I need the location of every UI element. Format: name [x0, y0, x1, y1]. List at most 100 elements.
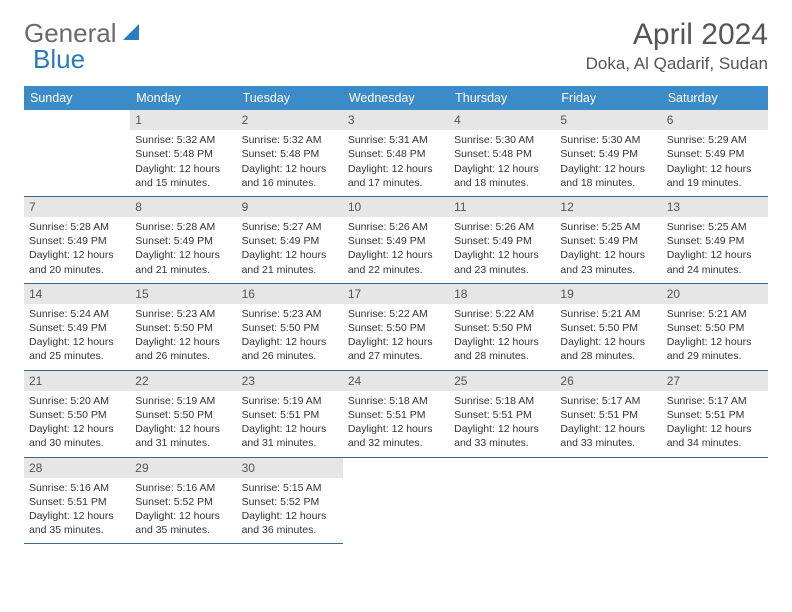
sunset-line: Sunset: 5:50 PM	[454, 321, 550, 335]
calendar-cell: 23Sunrise: 5:19 AMSunset: 5:51 PMDayligh…	[237, 370, 343, 457]
calendar-cell: 12Sunrise: 5:25 AMSunset: 5:49 PMDayligh…	[555, 196, 661, 283]
daylight-line: Daylight: 12 hours and 30 minutes.	[29, 422, 125, 450]
sunrise-line: Sunrise: 5:27 AM	[242, 220, 338, 234]
sunrise-line: Sunrise: 5:32 AM	[242, 133, 338, 147]
calendar-cell: 14Sunrise: 5:24 AMSunset: 5:49 PMDayligh…	[24, 283, 130, 370]
daylight-line: Daylight: 12 hours and 23 minutes.	[560, 248, 656, 276]
calendar-cell: 28Sunrise: 5:16 AMSunset: 5:51 PMDayligh…	[24, 457, 130, 544]
calendar-cell: 8Sunrise: 5:28 AMSunset: 5:49 PMDaylight…	[130, 196, 236, 283]
sunrise-line: Sunrise: 5:17 AM	[560, 394, 656, 408]
sunset-line: Sunset: 5:50 PM	[29, 408, 125, 422]
sunrise-line: Sunrise: 5:23 AM	[242, 307, 338, 321]
day-number: 26	[555, 371, 661, 391]
daylight-line: Daylight: 12 hours and 28 minutes.	[454, 335, 550, 363]
day-number: 19	[555, 284, 661, 304]
location: Doka, Al Qadarif, Sudan	[586, 54, 768, 74]
sunset-line: Sunset: 5:51 PM	[29, 495, 125, 509]
day-number: 20	[662, 284, 768, 304]
day-number: 4	[449, 110, 555, 130]
weekday-header: Tuesday	[237, 86, 343, 110]
daylight-line: Daylight: 12 hours and 23 minutes.	[454, 248, 550, 276]
calendar-cell: 20Sunrise: 5:21 AMSunset: 5:50 PMDayligh…	[662, 283, 768, 370]
daylight-line: Daylight: 12 hours and 15 minutes.	[135, 162, 231, 190]
daylight-line: Daylight: 12 hours and 19 minutes.	[667, 162, 763, 190]
calendar-cell: 27Sunrise: 5:17 AMSunset: 5:51 PMDayligh…	[662, 370, 768, 457]
daylight-line: Daylight: 12 hours and 24 minutes.	[667, 248, 763, 276]
sunrise-line: Sunrise: 5:16 AM	[135, 481, 231, 495]
day-number: 10	[343, 197, 449, 217]
day-number: 3	[343, 110, 449, 130]
calendar-body: .1Sunrise: 5:32 AMSunset: 5:48 PMDayligh…	[24, 110, 768, 544]
calendar-cell: 1Sunrise: 5:32 AMSunset: 5:48 PMDaylight…	[130, 110, 236, 196]
calendar-cell: .	[343, 457, 449, 544]
day-number: 5	[555, 110, 661, 130]
sunset-line: Sunset: 5:48 PM	[242, 147, 338, 161]
daylight-line: Daylight: 12 hours and 29 minutes.	[667, 335, 763, 363]
sunrise-line: Sunrise: 5:31 AM	[348, 133, 444, 147]
calendar-cell: 7Sunrise: 5:28 AMSunset: 5:49 PMDaylight…	[24, 196, 130, 283]
calendar-cell: 29Sunrise: 5:16 AMSunset: 5:52 PMDayligh…	[130, 457, 236, 544]
title-block: April 2024 Doka, Al Qadarif, Sudan	[586, 18, 768, 74]
sunset-line: Sunset: 5:52 PM	[135, 495, 231, 509]
daylight-line: Daylight: 12 hours and 36 minutes.	[242, 509, 338, 537]
weekday-header-row: SundayMondayTuesdayWednesdayThursdayFrid…	[24, 86, 768, 110]
sunrise-line: Sunrise: 5:20 AM	[29, 394, 125, 408]
sunset-line: Sunset: 5:49 PM	[29, 321, 125, 335]
sunset-line: Sunset: 5:48 PM	[454, 147, 550, 161]
daylight-line: Daylight: 12 hours and 22 minutes.	[348, 248, 444, 276]
calendar-cell: 22Sunrise: 5:19 AMSunset: 5:50 PMDayligh…	[130, 370, 236, 457]
daylight-line: Daylight: 12 hours and 17 minutes.	[348, 162, 444, 190]
sunrise-line: Sunrise: 5:25 AM	[667, 220, 763, 234]
sunset-line: Sunset: 5:48 PM	[348, 147, 444, 161]
sail-icon	[121, 18, 143, 49]
sunset-line: Sunset: 5:50 PM	[348, 321, 444, 335]
calendar-cell: 18Sunrise: 5:22 AMSunset: 5:50 PMDayligh…	[449, 283, 555, 370]
day-number: 2	[237, 110, 343, 130]
sunrise-line: Sunrise: 5:22 AM	[454, 307, 550, 321]
sunset-line: Sunset: 5:48 PM	[135, 147, 231, 161]
calendar-cell: 3 Sunrise: 5:31 AMSunset: 5:48 PMDaylight…	[343, 110, 449, 196]
day-number: 6	[662, 110, 768, 130]
day-number: 25	[449, 371, 555, 391]
daylight-line: Daylight: 12 hours and 35 minutes.	[29, 509, 125, 537]
sunset-line: Sunset: 5:49 PM	[348, 234, 444, 248]
calendar-cell: 5Sunrise: 5:30 AMSunset: 5:49 PMDaylight…	[555, 110, 661, 196]
calendar-cell: .	[449, 457, 555, 544]
calendar-cell: .	[24, 110, 130, 196]
calendar-row: .1Sunrise: 5:32 AMSunset: 5:48 PMDayligh…	[24, 110, 768, 196]
sunrise-line: Sunrise: 5:28 AM	[135, 220, 231, 234]
sunrise-line: Sunrise: 5:32 AM	[135, 133, 231, 147]
calendar-cell: .	[662, 457, 768, 544]
sunset-line: Sunset: 5:51 PM	[454, 408, 550, 422]
calendar-cell: 15Sunrise: 5:23 AMSunset: 5:50 PMDayligh…	[130, 283, 236, 370]
day-number: 13	[662, 197, 768, 217]
sunrise-line: Sunrise: 5:18 AM	[454, 394, 550, 408]
sunset-line: Sunset: 5:50 PM	[667, 321, 763, 335]
sunrise-line: Sunrise: 5:16 AM	[29, 481, 125, 495]
calendar-cell: 10Sunrise: 5:26 AMSunset: 5:49 PMDayligh…	[343, 196, 449, 283]
sunset-line: Sunset: 5:50 PM	[242, 321, 338, 335]
daylight-line: Daylight: 12 hours and 31 minutes.	[135, 422, 231, 450]
sunrise-line: Sunrise: 5:21 AM	[560, 307, 656, 321]
day-number: 16	[237, 284, 343, 304]
sunrise-line: Sunrise: 5:25 AM	[560, 220, 656, 234]
calendar-cell: 30Sunrise: 5:15 AMSunset: 5:52 PMDayligh…	[237, 457, 343, 544]
calendar-cell: 6Sunrise: 5:29 AMSunset: 5:49 PMDaylight…	[662, 110, 768, 196]
daylight-line: Daylight: 12 hours and 18 minutes.	[454, 162, 550, 190]
sunset-line: Sunset: 5:50 PM	[135, 408, 231, 422]
weekday-header: Friday	[555, 86, 661, 110]
calendar-cell: 9Sunrise: 5:27 AMSunset: 5:49 PMDaylight…	[237, 196, 343, 283]
sunset-line: Sunset: 5:51 PM	[667, 408, 763, 422]
sunrise-line: Sunrise: 5:28 AM	[29, 220, 125, 234]
sunrise-line: Sunrise: 5:30 AM	[560, 133, 656, 147]
daylight-line: Daylight: 12 hours and 26 minutes.	[242, 335, 338, 363]
calendar-cell: 16 Sunrise: 5:23 AMSunset: 5:50 PMDayligh…	[237, 283, 343, 370]
logo-text-blue: Blue	[33, 44, 85, 75]
day-number: 30	[237, 458, 343, 478]
sunrise-line: Sunrise: 5:19 AM	[242, 394, 338, 408]
sunrise-line: Sunrise: 5:17 AM	[667, 394, 763, 408]
calendar-row: 14Sunrise: 5:24 AMSunset: 5:49 PMDayligh…	[24, 283, 768, 370]
day-number: 24	[343, 371, 449, 391]
sunrise-line: Sunrise: 5:30 AM	[454, 133, 550, 147]
sunset-line: Sunset: 5:51 PM	[348, 408, 444, 422]
